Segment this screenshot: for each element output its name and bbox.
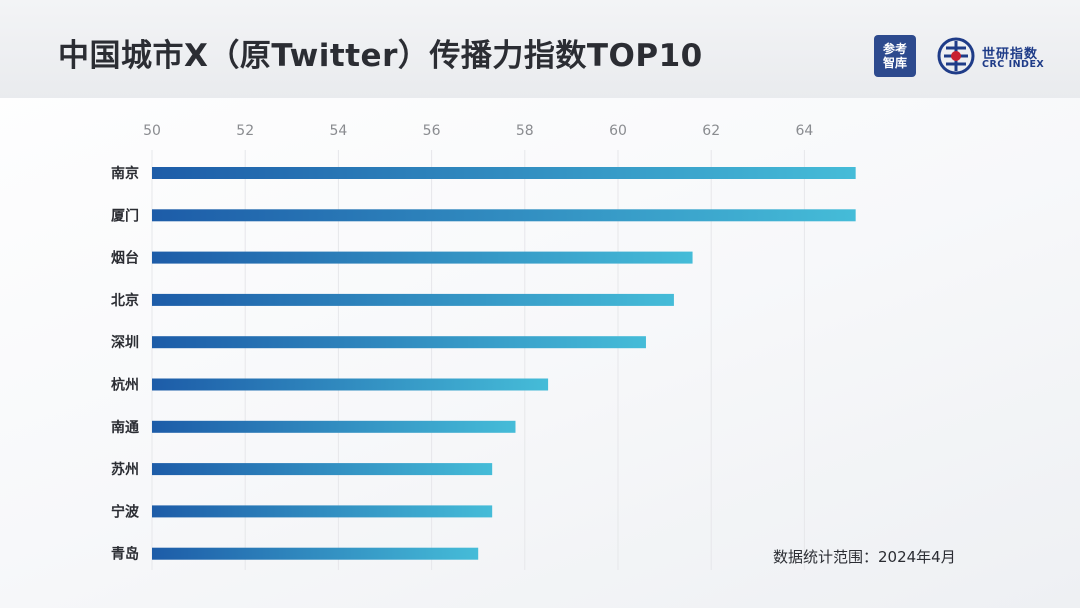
x-tick-label: 54: [329, 123, 347, 139]
bar-厦门: [152, 209, 856, 222]
x-tick-label: 52: [236, 123, 254, 139]
cankao-logo-line1: 参考: [882, 42, 907, 56]
bar-宁波: [152, 505, 493, 518]
category-label: 厦门: [111, 207, 139, 224]
bar-杭州: [152, 378, 549, 391]
x-tick-label: 62: [702, 123, 720, 139]
cankao-logo-line2: 智库: [882, 56, 907, 70]
category-label: 苏州: [111, 461, 139, 478]
bar-南京: [152, 167, 856, 179]
category-label: 宁波: [111, 503, 140, 520]
x-tick-label: 50: [143, 123, 161, 139]
bar-北京: [152, 293, 674, 306]
bar-烟台: [152, 251, 693, 264]
bar-深圳: [152, 336, 646, 349]
category-label: 杭州: [111, 377, 139, 394]
x-tick-label: 60: [609, 123, 627, 139]
category-label: 南通: [111, 419, 139, 436]
bar-苏州: [152, 463, 493, 476]
page-title: 中国城市X（原Twitter）传播力指数TOP10: [58, 38, 703, 74]
category-label: 烟台: [111, 250, 139, 267]
x-tick-label: 56: [423, 123, 441, 139]
category-label: 北京: [111, 292, 139, 309]
crc-logo-en: CRC INDEX: [982, 59, 1045, 70]
bar-青岛: [152, 547, 479, 560]
x-tick-label: 58: [516, 123, 534, 139]
cankao-logo: 参考 智库: [874, 35, 916, 77]
crc-globe-icon: [937, 37, 975, 75]
category-label: 青岛: [111, 546, 139, 563]
data-range-note: 数据统计范围：2024年4月: [773, 548, 956, 566]
category-label: 深圳: [111, 334, 139, 351]
crc-index-logo: 世研指数 CRC INDEX: [936, 35, 1056, 77]
crc-logo-cn: 世研指数: [982, 47, 1039, 62]
x-tick-label: 64: [795, 123, 813, 139]
category-label: 南京: [111, 165, 139, 182]
bar-南通: [152, 420, 516, 433]
